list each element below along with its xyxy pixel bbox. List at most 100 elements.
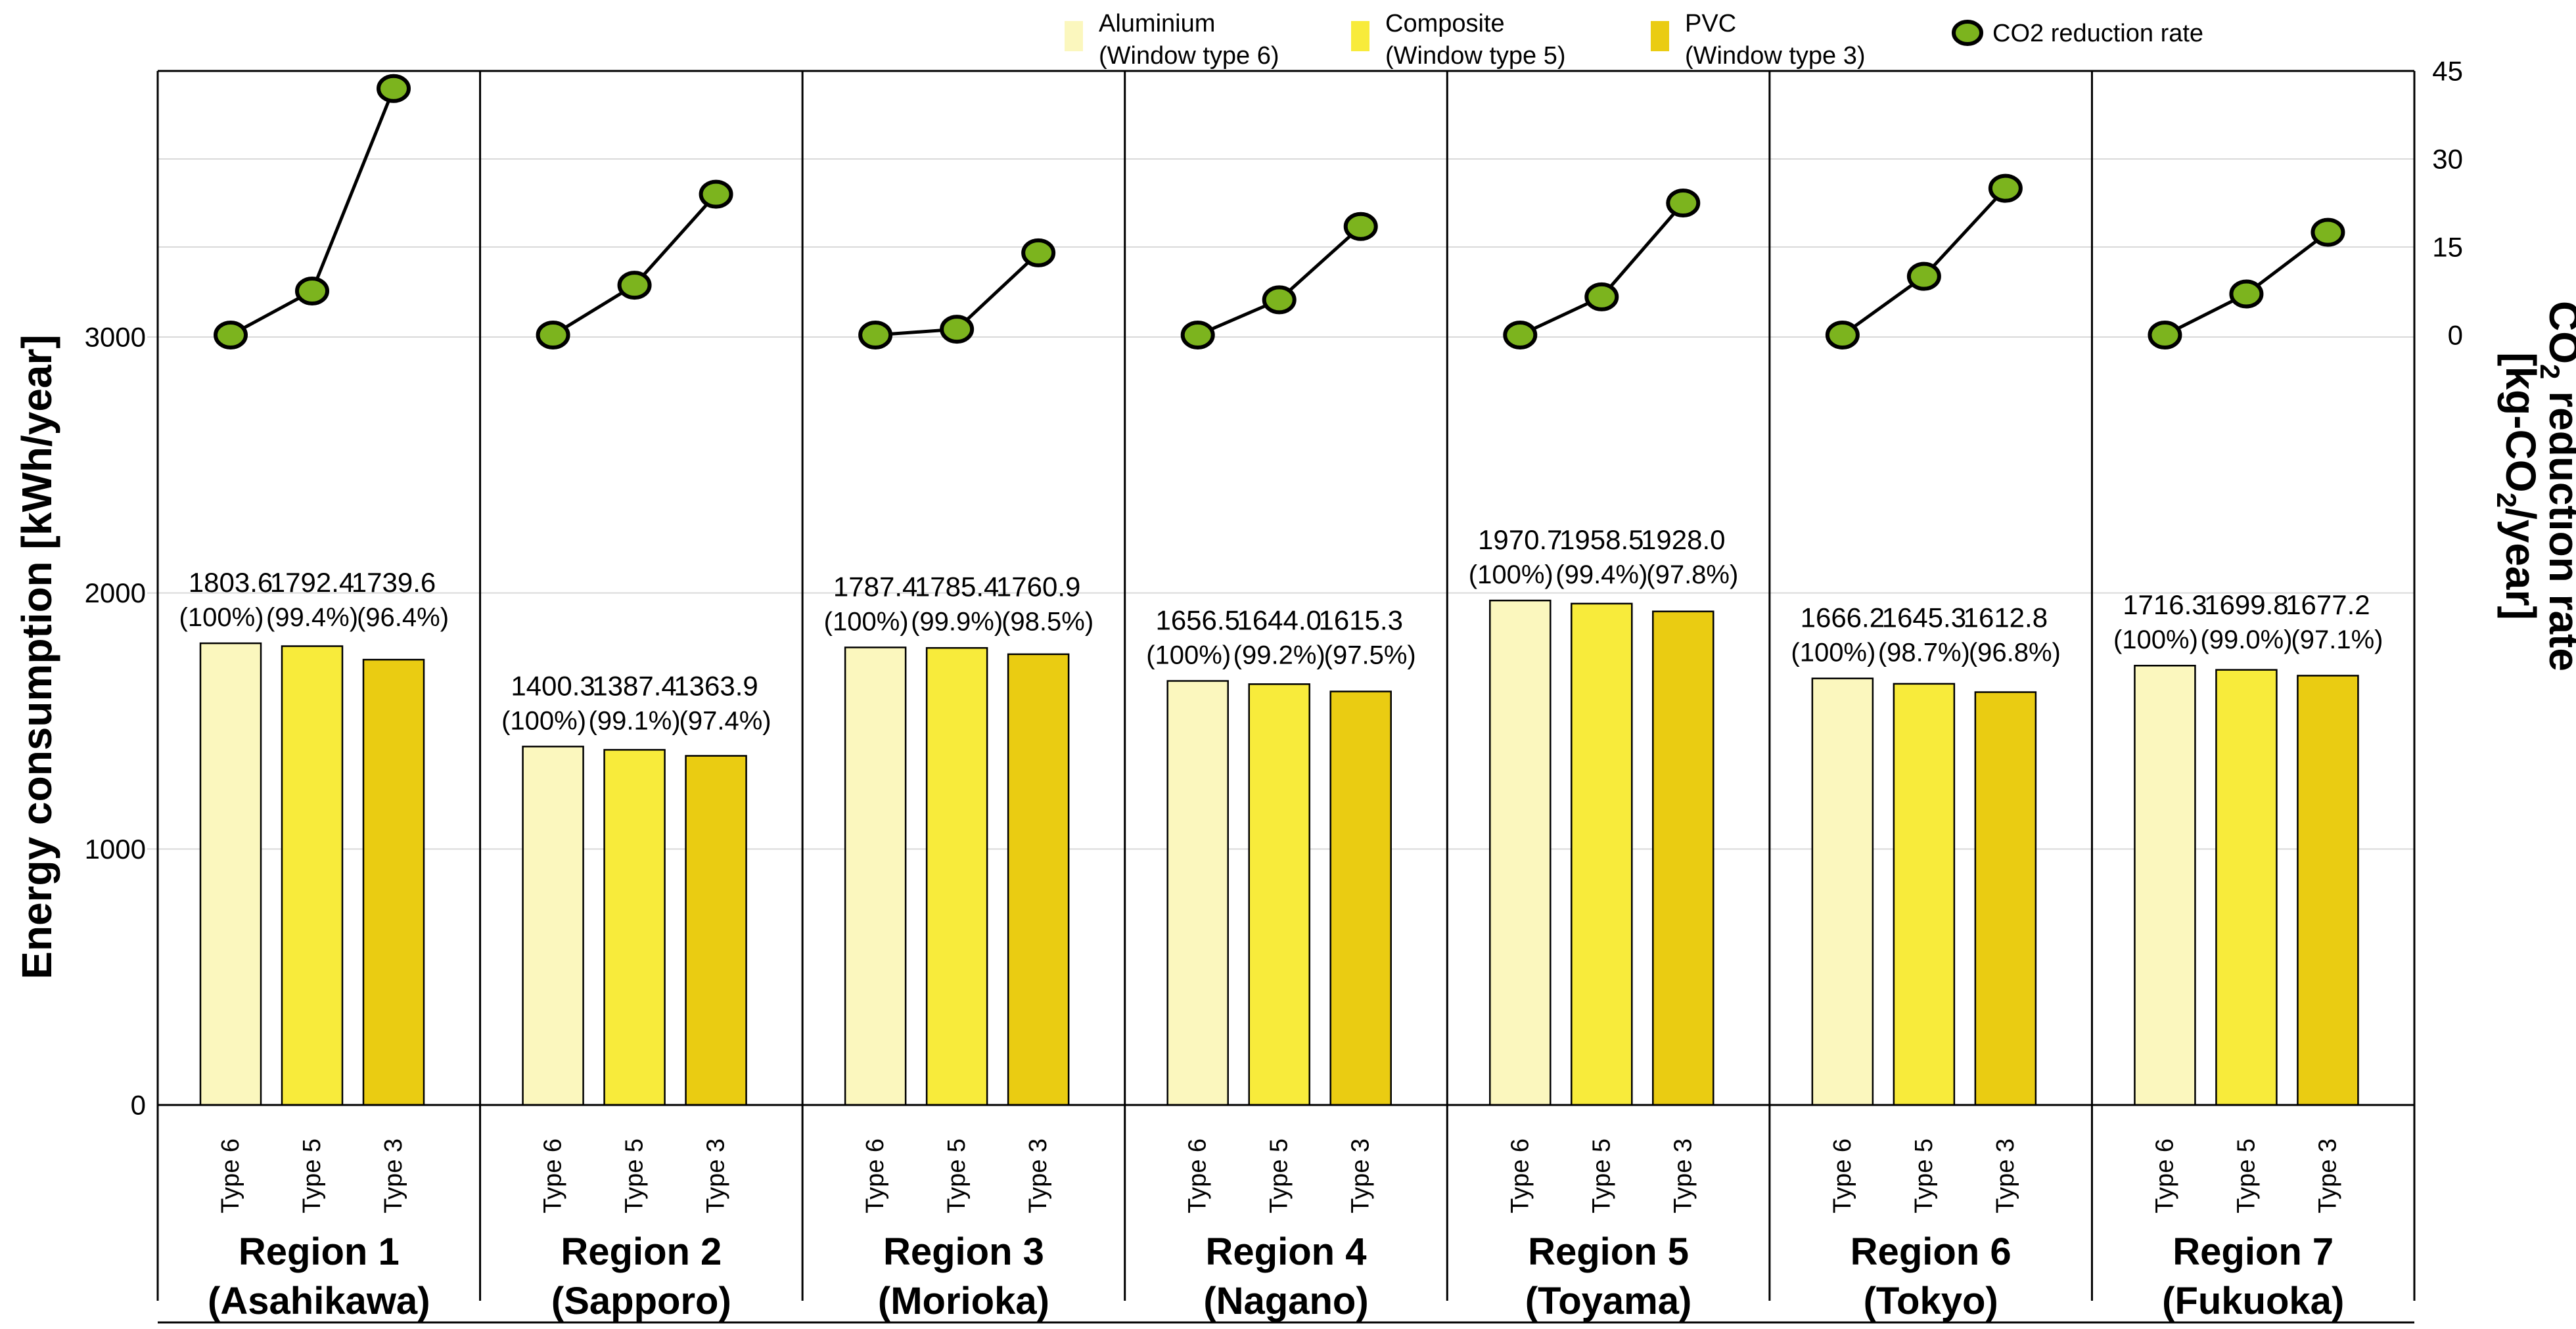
region-city-label: (Nagano)	[1203, 1280, 1368, 1322]
co2-marker	[2229, 279, 2264, 309]
type-tick-label: Type 6	[1184, 1138, 1212, 1213]
percent-label: (99.4%)	[266, 603, 358, 632]
type-tick-label: Type 5	[298, 1138, 326, 1213]
type-tick-label: Type 5	[1588, 1138, 1615, 1213]
percent-label: (98.7%)	[1878, 639, 1970, 667]
energy-value-label: 1400.3	[511, 670, 595, 701]
energy-value-label: 1387.4	[592, 670, 676, 701]
legend-label-line1: PVC	[1685, 10, 1736, 37]
co2-line-region-4	[1197, 225, 1362, 337]
co2-marker	[214, 321, 248, 349]
energy-value-label: 1792.4	[270, 567, 354, 598]
energy-value-label: 1666.2	[1801, 602, 1885, 633]
left-axis-tick-label: 1000	[85, 834, 146, 865]
bar-pvc-type3-region-7	[2297, 675, 2359, 1106]
legend-label-line1: Composite	[1385, 10, 1505, 37]
right-axis-title-line2: [kg-CO2/year]	[2491, 352, 2544, 619]
co2-marker	[1825, 321, 1860, 349]
energy-value-label: 1928.0	[1641, 524, 1725, 555]
energy-value-label: 1760.9	[996, 572, 1080, 602]
energy-value-label: 1363.9	[674, 670, 758, 701]
co2-marker	[1584, 282, 1619, 311]
region-name-label: Region 6	[1851, 1230, 2012, 1273]
legend-label-line1: Aluminium	[1099, 10, 1215, 37]
type-tick-label: Type 6	[217, 1138, 244, 1213]
bar-aluminium-type6-region-5	[1489, 599, 1552, 1106]
type-tick-label: Type 6	[2151, 1138, 2178, 1213]
percent-label: (98.5%)	[1001, 608, 1093, 637]
co2-line-region-2	[552, 192, 718, 337]
energy-value-label: 1612.8	[1964, 602, 2048, 633]
type-tick-label: Type 5	[943, 1138, 971, 1213]
percent-label: (100%)	[1791, 639, 1875, 667]
legend-label-co2-reduction-rate: CO2 reduction rate	[1992, 20, 2203, 47]
co2-marker	[1988, 173, 2023, 203]
percent-label: (100%)	[824, 608, 909, 637]
legend-swatch-pvc	[1651, 21, 1669, 51]
percent-label: (100%)	[1469, 560, 1553, 589]
type-tick-label: Type 3	[1347, 1138, 1375, 1213]
co2-marker	[1503, 321, 1538, 349]
energy-value-label: 1958.5	[1559, 524, 1644, 555]
percent-label: (99.2%)	[1233, 641, 1325, 670]
type-tick-label: Type 5	[1910, 1138, 1938, 1213]
bar-composite-type5-region-5	[1571, 602, 1633, 1106]
type-tick-label: Type 3	[702, 1138, 730, 1213]
bar-aluminium-type6-region-3	[844, 646, 907, 1106]
bar-pvc-type3-region-3	[1007, 653, 1070, 1106]
co2-line-region-6	[1841, 187, 2007, 337]
left-axis-tick-label: 0	[131, 1090, 146, 1121]
percent-label: (99.0%)	[2200, 625, 2292, 654]
percent-label: (99.9%)	[911, 608, 1003, 637]
energy-value-label: 1716.3	[2123, 589, 2207, 620]
left-axis-tick-label: 2000	[85, 577, 146, 608]
bar-composite-type5-region-6	[1893, 683, 1956, 1106]
region-name-label: Region 5	[1528, 1230, 1689, 1273]
co2-marker	[1180, 321, 1215, 349]
type-tick-label: Type 6	[1829, 1138, 1856, 1213]
co2-marker	[617, 271, 652, 300]
energy-value-label: 1785.4	[915, 572, 999, 602]
region-city-label: (Sapporo)	[551, 1280, 731, 1322]
type-tick-label: Type 5	[1266, 1138, 1293, 1213]
region-city-label: (Toyama)	[1525, 1280, 1692, 1322]
co2-marker	[377, 74, 411, 103]
co2-marker	[2311, 217, 2345, 247]
co2-marker	[2148, 321, 2182, 349]
region-name-label: Region 3	[883, 1230, 1044, 1273]
region-name-label: Region 4	[1206, 1230, 1367, 1273]
percent-label: (97.8%)	[1646, 560, 1738, 589]
bar-pvc-type3-region-4	[1329, 690, 1392, 1106]
co2-marker	[536, 321, 570, 349]
bar-aluminium-type6-region-7	[2134, 664, 2196, 1106]
percent-label: (96.8%)	[1969, 639, 2061, 667]
region-city-label: (Asahikawa)	[208, 1280, 430, 1322]
energy-value-label: 1677.2	[2286, 589, 2370, 620]
right-axis-tick-label: 15	[2432, 232, 2463, 263]
percent-label: (96.4%)	[357, 603, 449, 632]
energy-value-label: 1615.3	[1318, 605, 1402, 636]
co2-marker	[699, 179, 733, 209]
legend-label-line2: (Window type 5)	[1385, 42, 1566, 70]
bar-composite-type5-region-3	[925, 647, 988, 1106]
bar-pvc-type3-region-2	[685, 755, 747, 1106]
percent-label: (100%)	[501, 706, 586, 735]
percent-label: (97.1%)	[2291, 625, 2383, 654]
energy-value-label: 1644.0	[1237, 605, 1321, 636]
co2-marker	[1666, 189, 1701, 217]
bar-pvc-type3-region-1	[362, 658, 425, 1106]
bar-aluminium-type6-region-4	[1166, 680, 1229, 1106]
legend-swatch-composite	[1351, 21, 1369, 51]
bar-composite-type5-region-7	[2215, 669, 2278, 1106]
co2-marker	[1906, 261, 1941, 291]
legend-label-line2: (Window type 6)	[1099, 42, 1279, 70]
legend-co2-marker-icon	[1952, 20, 1983, 46]
region-city-label: (Morioka)	[878, 1280, 1049, 1322]
left-axis-tick-label: 3000	[85, 322, 146, 353]
right-axis-tick-label: 30	[2432, 144, 2463, 175]
region-name-label: Region 7	[2173, 1230, 2334, 1273]
co2-marker	[295, 277, 329, 305]
bar-aluminium-type6-region-6	[1811, 677, 1874, 1106]
